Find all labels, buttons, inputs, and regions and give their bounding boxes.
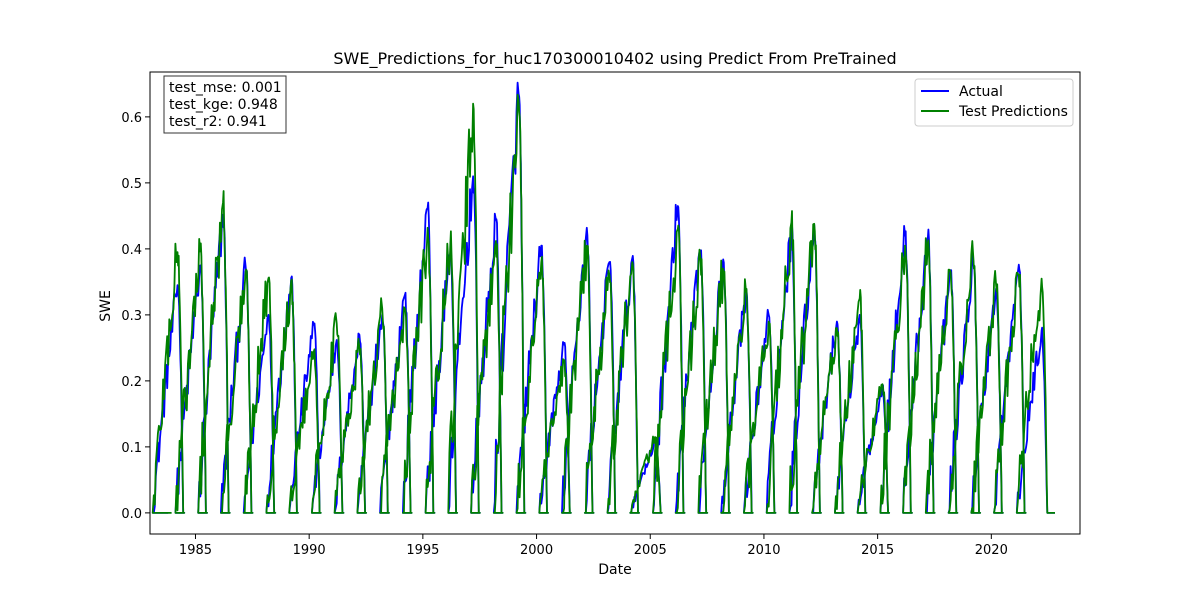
y-tick-label: 0.6: [121, 111, 142, 126]
x-tick-label: 2005: [634, 543, 667, 558]
y-tick-label: 0.5: [121, 177, 142, 192]
metrics-box-frame: [163, 75, 287, 134]
y-tick-label: 0.0: [121, 507, 142, 522]
series-layer: [151, 81, 1055, 514]
x-tick-label: 2015: [861, 543, 894, 558]
x-axis-ticks: 1985 1990 1995 2000 2005 2010 2015 2020: [179, 534, 1008, 558]
predictions-series-line: [151, 93, 1055, 514]
metric-kge: test_kge: 0.948: [169, 97, 278, 113]
x-tick-label: 1995: [406, 543, 439, 558]
y-tick-label: 0.1: [121, 441, 142, 456]
metrics-box: test_mse: 0.001 test_kge: 0.948 test_r2:…: [163, 75, 287, 134]
legend-label-actual: Actual: [959, 84, 1003, 100]
legend-label-predictions: Test Predictions: [958, 104, 1068, 120]
x-tick-label: 1985: [179, 543, 212, 558]
actual-series-line: [151, 81, 1055, 514]
x-tick-label: 2010: [747, 543, 780, 558]
plot-frame: [149, 71, 1081, 535]
y-tick-label: 0.3: [121, 309, 142, 324]
x-tick-label: 1990: [293, 543, 326, 558]
legend: Actual Test Predictions: [914, 78, 1074, 127]
x-tick-label: 2000: [520, 543, 553, 558]
chart-title: SWE_Predictions_for_huc170300010402 usin…: [333, 49, 896, 69]
x-axis-label: Date: [598, 562, 631, 578]
metric-mse: test_mse: 0.001: [169, 80, 282, 96]
legend-frame: [914, 78, 1074, 127]
y-axis-label: SWE: [98, 290, 114, 322]
y-tick-label: 0.4: [121, 243, 142, 258]
y-axis-ticks: 0.0 0.1 0.2 0.3 0.4 0.5 0.6: [121, 111, 150, 522]
metric-r2: test_r2: 0.941: [169, 114, 267, 130]
y-tick-label: 0.2: [121, 375, 142, 390]
x-tick-label: 2020: [975, 543, 1008, 558]
